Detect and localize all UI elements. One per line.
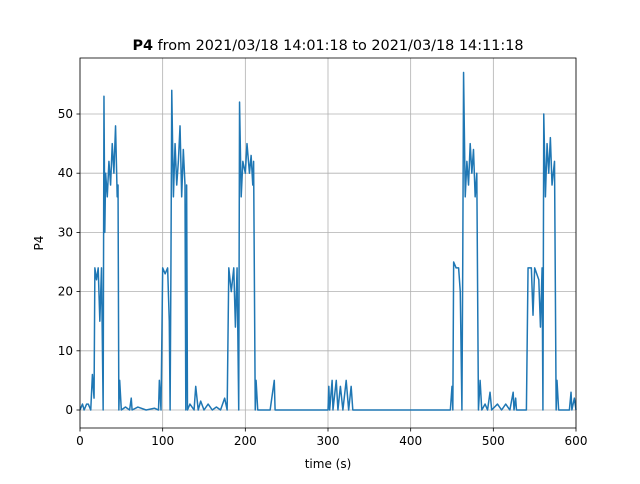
y-tick-label: 20 [58, 285, 73, 299]
y-tick-label: 10 [58, 344, 73, 358]
x-tick-label: 500 [482, 434, 505, 448]
chart-title: P4 from 2021/03/18 14:01:18 to 2021/03/1… [132, 38, 523, 54]
plot-frame [79, 57, 577, 429]
data-line [79, 71, 577, 411]
title-bold: P4 [132, 38, 153, 54]
x-tick-label: 100 [151, 434, 174, 448]
y-tick-label: 50 [58, 107, 73, 121]
x-tick-label: 0 [76, 434, 84, 448]
y-tick-label: 40 [58, 166, 73, 180]
x-tick-label: 300 [317, 434, 340, 448]
title-text: from 2021/03/18 14:01:18 to 2021/03/18 1… [158, 38, 524, 54]
x-tick-label: 200 [234, 434, 257, 448]
x-tick-label: 600 [565, 434, 588, 448]
y-axis-label: P4 [32, 236, 46, 251]
y-tick-label: 30 [58, 225, 73, 239]
x-tick-label: 400 [399, 434, 422, 448]
x-axis-label: time (s) [305, 457, 352, 471]
y-tick-label: 0 [65, 403, 73, 417]
